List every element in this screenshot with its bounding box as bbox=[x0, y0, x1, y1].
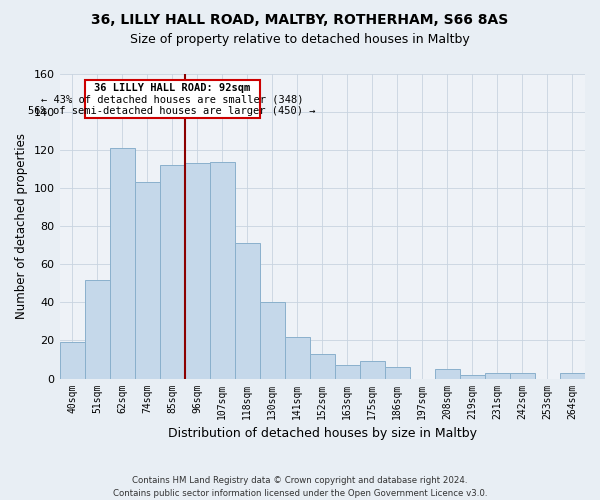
Text: 36 LILLY HALL ROAD: 92sqm: 36 LILLY HALL ROAD: 92sqm bbox=[94, 82, 250, 92]
Bar bbox=[435, 369, 460, 378]
Bar bbox=[260, 302, 285, 378]
Bar bbox=[335, 365, 360, 378]
Bar bbox=[310, 354, 335, 378]
Bar bbox=[235, 244, 260, 378]
FancyBboxPatch shape bbox=[85, 80, 260, 118]
Bar bbox=[285, 336, 310, 378]
Bar bbox=[485, 373, 510, 378]
Bar bbox=[209, 162, 235, 378]
Bar bbox=[460, 374, 485, 378]
Bar bbox=[59, 342, 85, 378]
Text: Size of property relative to detached houses in Maltby: Size of property relative to detached ho… bbox=[130, 32, 470, 46]
Bar bbox=[185, 164, 209, 378]
Bar bbox=[560, 373, 585, 378]
Bar bbox=[385, 367, 410, 378]
Bar bbox=[85, 280, 110, 378]
Bar bbox=[160, 166, 185, 378]
Text: 56% of semi-detached houses are larger (450) →: 56% of semi-detached houses are larger (… bbox=[28, 106, 316, 117]
Y-axis label: Number of detached properties: Number of detached properties bbox=[15, 134, 28, 320]
Bar bbox=[360, 362, 385, 378]
Bar bbox=[510, 373, 535, 378]
X-axis label: Distribution of detached houses by size in Maltby: Distribution of detached houses by size … bbox=[168, 427, 477, 440]
Text: 36, LILLY HALL ROAD, MALTBY, ROTHERHAM, S66 8AS: 36, LILLY HALL ROAD, MALTBY, ROTHERHAM, … bbox=[91, 12, 509, 26]
Text: Contains HM Land Registry data © Crown copyright and database right 2024.
Contai: Contains HM Land Registry data © Crown c… bbox=[113, 476, 487, 498]
Text: ← 43% of detached houses are smaller (348): ← 43% of detached houses are smaller (34… bbox=[41, 94, 304, 104]
Bar bbox=[110, 148, 134, 378]
Bar bbox=[134, 182, 160, 378]
